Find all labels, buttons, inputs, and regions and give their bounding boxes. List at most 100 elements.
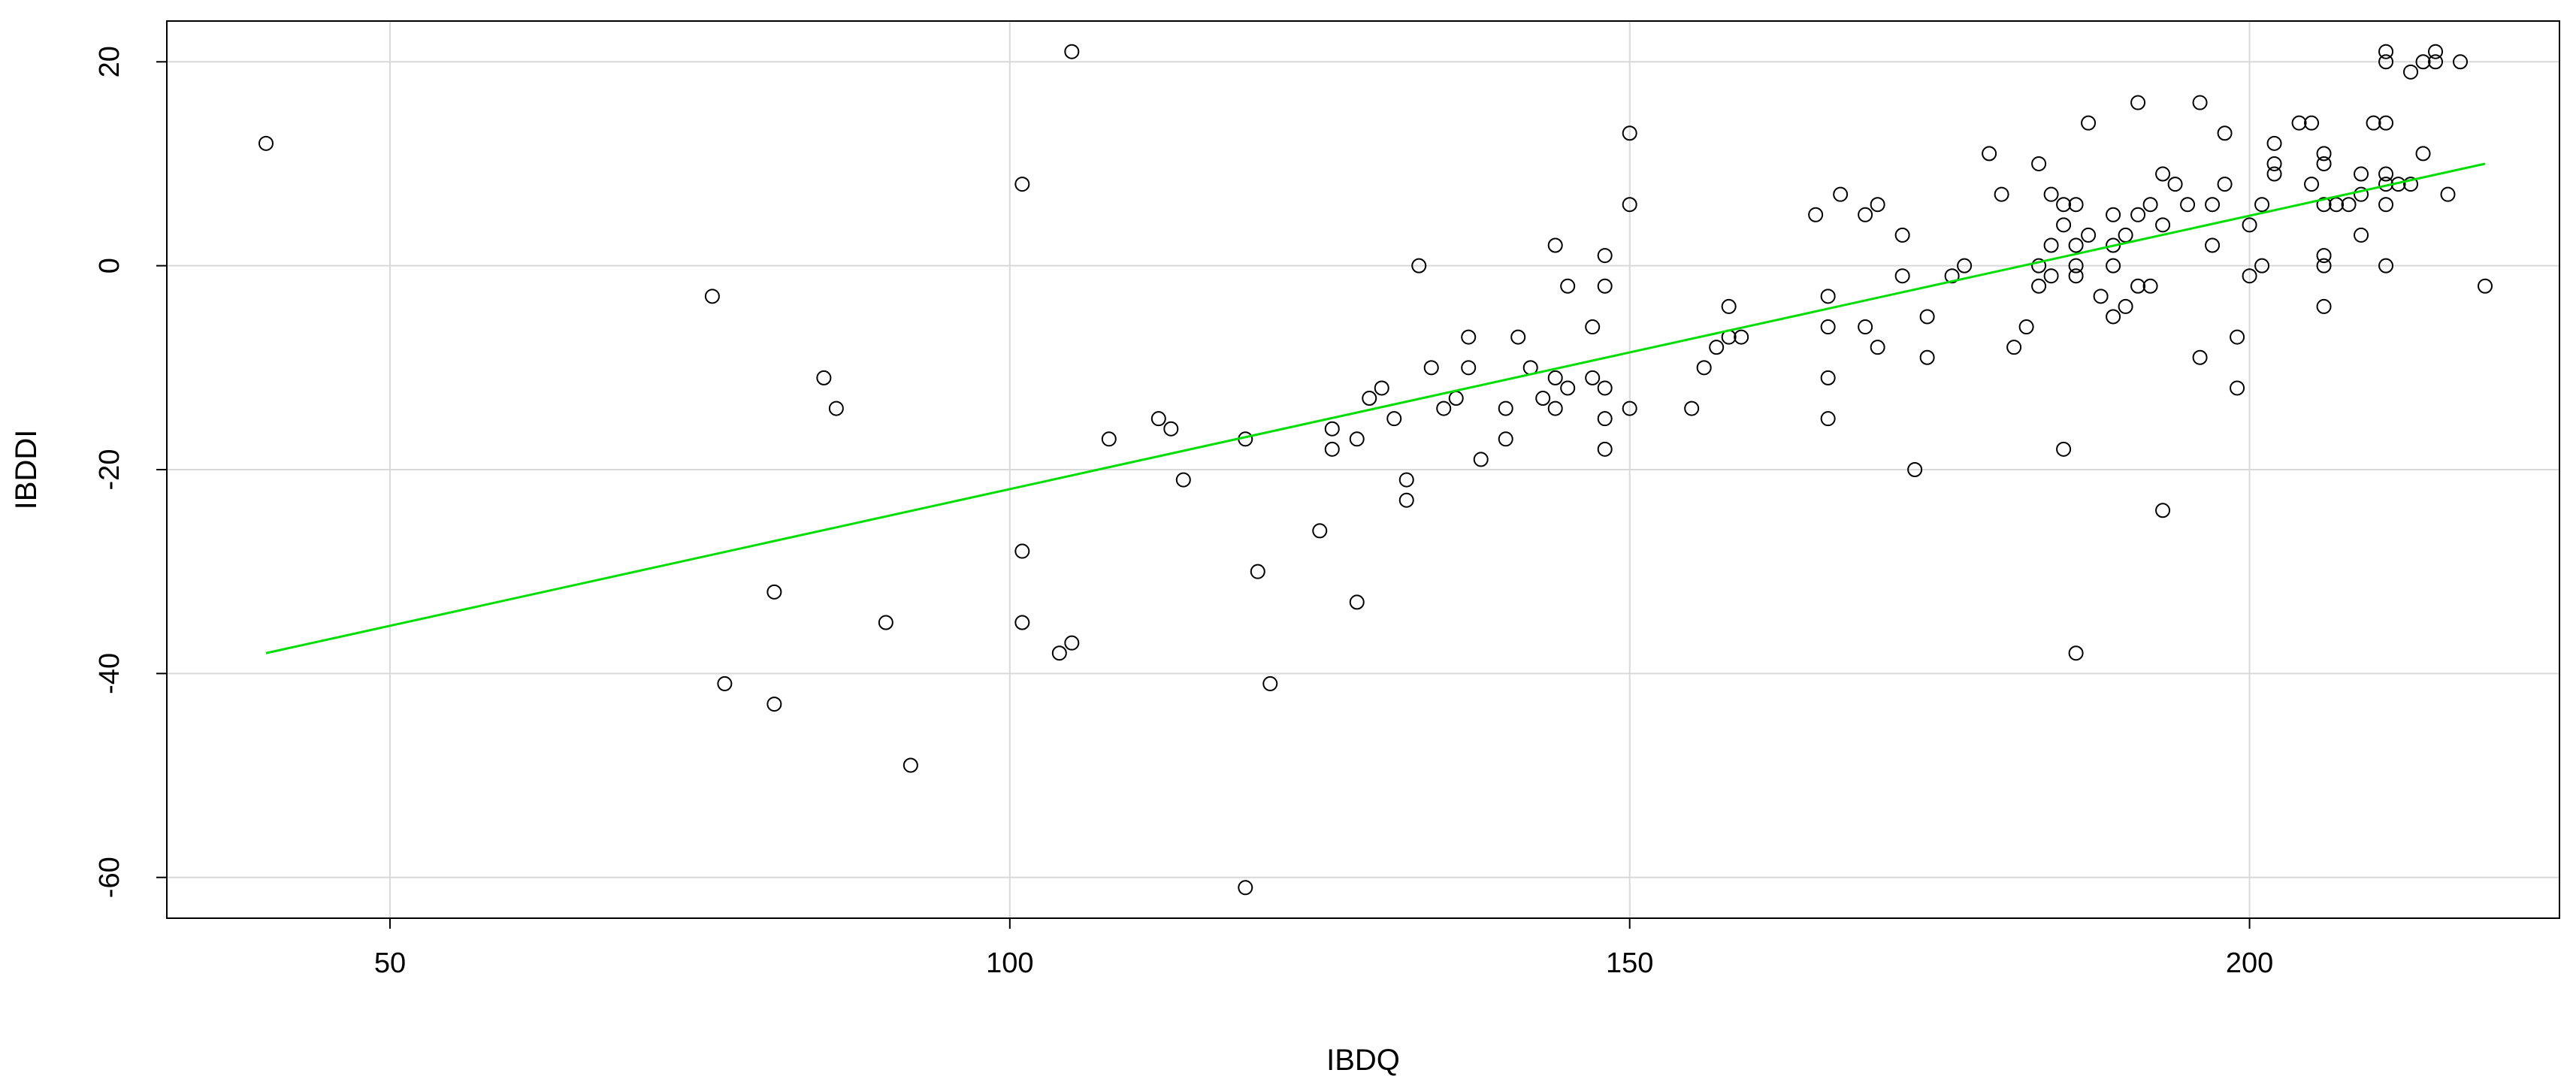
data-point: [1684, 400, 1700, 416]
data-point: [1547, 400, 1563, 416]
data-point: [2378, 54, 2394, 70]
data-point: [2453, 54, 2469, 70]
data-point: [1709, 340, 1725, 355]
data-point: [1870, 197, 1885, 213]
data-point: [2130, 207, 2146, 222]
data-point: [2031, 156, 2047, 171]
data-point: [2180, 197, 2196, 213]
data-point: [1808, 207, 1824, 222]
data-point: [1597, 248, 1613, 264]
data-point: [2316, 146, 2332, 162]
grid-lines: [167, 21, 2559, 918]
data-point: [1957, 258, 1973, 274]
data-point: [766, 584, 782, 600]
data-point: [2428, 44, 2444, 59]
data-point: [1510, 329, 1526, 345]
data-point: [2192, 349, 2208, 365]
data-point: [2106, 309, 2121, 325]
data-point: [2217, 125, 2233, 141]
data-point: [2205, 197, 2221, 213]
data-point: [1597, 278, 1613, 294]
data-point: [2316, 197, 2332, 213]
data-point: [1262, 675, 1278, 691]
data-point: [2130, 278, 2146, 294]
data-point: [1436, 400, 1452, 416]
data-point: [2316, 156, 2332, 171]
data-point: [2081, 227, 2097, 243]
data-point: [1560, 278, 1576, 294]
data-point: [1064, 44, 1080, 59]
data-point: [1324, 441, 1340, 457]
data-point: [816, 370, 832, 385]
data-point: [1362, 391, 1377, 407]
data-point: [1597, 380, 1613, 396]
data-point: [2266, 156, 2282, 171]
x-tick-label: 150: [1606, 948, 1653, 979]
data-point: [1919, 349, 1935, 365]
data-point: [2142, 197, 2158, 213]
data-point: [1622, 400, 1637, 416]
data-point: [2205, 237, 2221, 253]
regression-line: [265, 162, 2486, 654]
data-point: [2304, 115, 2320, 131]
data-point: [828, 400, 844, 416]
x-axis: 50 100 150 200: [374, 918, 2273, 979]
data-point: [2354, 186, 2369, 202]
data-point: [2230, 380, 2245, 396]
data-point: [2056, 197, 2072, 213]
data-point: [2428, 54, 2444, 70]
data-point: [1820, 289, 1836, 304]
data-point: [1423, 360, 1439, 376]
data-point: [1982, 146, 1997, 162]
data-point: [1535, 391, 1551, 407]
data-point: [1858, 319, 1873, 335]
y-tick-label: -40: [94, 653, 125, 694]
data-point: [2254, 197, 2270, 213]
data-point: [2068, 645, 2084, 661]
data-point: [1585, 319, 1601, 335]
data-point: [1870, 340, 1885, 355]
x-axis-title: IBDQ: [1326, 1044, 1400, 1077]
data-point: [878, 615, 893, 630]
data-point: [766, 697, 782, 712]
data-point: [2068, 197, 2084, 213]
data-point: [1907, 462, 1923, 477]
data-point: [1597, 411, 1613, 427]
data-point: [2378, 197, 2394, 213]
regression-line-group: [265, 162, 2486, 654]
data-point: [2316, 298, 2332, 314]
data-point: [2366, 115, 2381, 131]
data-point: [1374, 380, 1389, 396]
data-point: [258, 135, 274, 151]
data-point: [1734, 329, 1749, 345]
data-point: [2106, 258, 2121, 274]
data-point: [1820, 411, 1836, 427]
data-point: [1398, 472, 1414, 488]
data-point: [2018, 319, 2034, 335]
data-point: [2217, 177, 2233, 192]
data-point: [1064, 635, 1080, 651]
data-point: [1324, 421, 1340, 437]
data-point: [2440, 186, 2456, 202]
data-point: [1585, 370, 1601, 385]
data-point: [2031, 278, 2047, 294]
data-point: [1163, 421, 1179, 437]
data-point: [2329, 197, 2345, 213]
data-point: [1721, 298, 1737, 314]
data-point: [1597, 441, 1613, 457]
data-point: [2242, 217, 2257, 233]
data-point: [2304, 177, 2320, 192]
data-point: [2155, 217, 2171, 233]
data-point: [1101, 431, 1117, 447]
data-point: [2291, 115, 2307, 131]
data-points: [258, 44, 2493, 896]
data-point: [2266, 166, 2282, 182]
data-point: [2415, 54, 2431, 70]
data-point: [2118, 298, 2133, 314]
data-point: [2081, 115, 2097, 131]
data-point: [2192, 95, 2208, 110]
data-point: [1238, 880, 1253, 896]
data-point: [2155, 166, 2171, 182]
data-point: [2155, 503, 2171, 518]
data-point: [2130, 95, 2146, 110]
